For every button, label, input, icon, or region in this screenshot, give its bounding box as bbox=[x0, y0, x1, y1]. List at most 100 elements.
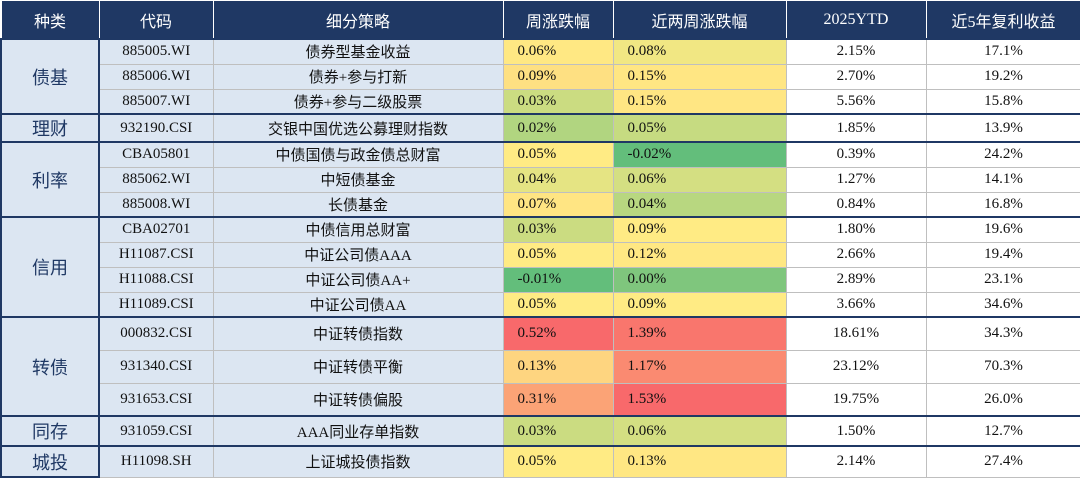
table-row: 885007.WI 债券+参与二级股票 0.03% 0.15% 5.56% 15.8% bbox=[1, 88, 1080, 115]
table-row: 利率 CBA05801 中债国债与政金债总财富 0.05% -0.02% 0.39% 24.… bbox=[0, 141, 1080, 218]
five-year-cell: 12.7% bbox=[925, 415, 1080, 447]
strategy-cell: 中证转债指数 bbox=[212, 316, 504, 351]
table-row: 931653.CSI 中证转债偏股 0.31% 1.53% 19.75% 26.0% bbox=[1, 382, 1080, 417]
ytd-cell: 19.75% bbox=[785, 382, 927, 417]
weekly-change-cell: 0.05% bbox=[502, 141, 614, 168]
category-cell: 利率 bbox=[0, 141, 100, 218]
ytd-cell: 0.39% bbox=[785, 141, 927, 168]
table-row: 885062.WI 中短债基金 0.04% 0.06% 1.27% 14.1% bbox=[1, 166, 1080, 193]
five-year-cell: 19.6% bbox=[925, 216, 1080, 243]
two-week-change-cell: 0.15% bbox=[612, 88, 787, 115]
code-cell: H11087.CSI bbox=[98, 241, 214, 268]
category-cell: 城投 bbox=[0, 445, 100, 478]
ytd-cell: 2.15% bbox=[785, 38, 927, 65]
five-year-cell: 17.1% bbox=[925, 38, 1080, 65]
header-cell: 2025YTD bbox=[785, 0, 927, 40]
header-cell: 代码 bbox=[98, 0, 214, 40]
two-week-change-cell: 0.05% bbox=[612, 113, 787, 143]
five-year-cell: 19.2% bbox=[925, 63, 1080, 90]
ytd-cell: 1.80% bbox=[785, 216, 927, 243]
weekly-change-cell: 0.03% bbox=[502, 216, 614, 243]
five-year-cell: 19.4% bbox=[925, 241, 1080, 268]
two-week-change-cell: 0.06% bbox=[612, 166, 787, 193]
ytd-cell: 0.84% bbox=[785, 191, 927, 218]
two-week-change-cell: 1.17% bbox=[612, 349, 787, 384]
table-row: 885006.WI 债券+参与打新 0.09% 0.15% 2.70% 19.2% bbox=[1, 63, 1080, 90]
table-row: 转债 000832.CSI 中证转债指数 0.52% 1.39% 18.61% 34.3% bbox=[0, 316, 1080, 417]
table-body: 债基 885005.WI 债券型基金收益 0.06% 0.08% 2.15% 17.1% 88… bbox=[0, 38, 1080, 478]
code-cell: CBA05801 bbox=[98, 141, 214, 168]
category-cell: 同存 bbox=[0, 415, 100, 447]
code-cell: 885007.WI bbox=[98, 88, 214, 115]
ytd-cell: 1.50% bbox=[785, 415, 927, 447]
code-cell: H11098.SH bbox=[98, 445, 214, 478]
weekly-change-cell: 0.04% bbox=[502, 166, 614, 193]
two-week-change-cell: -0.02% bbox=[612, 141, 787, 168]
two-week-change-cell: 1.39% bbox=[612, 316, 787, 351]
code-cell: 932190.CSI bbox=[98, 113, 214, 143]
strategy-cell: 中证公司债AA+ bbox=[212, 266, 504, 293]
ytd-cell: 2.89% bbox=[785, 266, 927, 293]
ytd-cell: 1.27% bbox=[785, 166, 927, 193]
weekly-change-cell: 0.31% bbox=[502, 382, 614, 417]
strategy-cell: 中证公司债AA bbox=[212, 291, 504, 318]
category-cell: 理财 bbox=[0, 113, 100, 143]
two-week-change-cell: 0.13% bbox=[612, 445, 787, 478]
code-cell: 885008.WI bbox=[98, 191, 214, 218]
category-cell: 债基 bbox=[0, 38, 100, 115]
five-year-cell: 70.3% bbox=[925, 349, 1080, 384]
code-cell: H11089.CSI bbox=[98, 291, 214, 318]
category-cell: 转债 bbox=[0, 316, 100, 417]
data-table: 种类 代码 细分策略 周涨跌幅 近两周涨跌幅 2025YTD 近5年复利收益 债基 88500… bbox=[0, 0, 1080, 478]
two-week-change-cell: 0.12% bbox=[612, 241, 787, 268]
code-cell: H11088.CSI bbox=[98, 266, 214, 293]
five-year-cell: 27.4% bbox=[925, 445, 1080, 478]
strategy-cell: 中债信用总财富 bbox=[212, 216, 504, 243]
two-week-change-cell: 1.53% bbox=[612, 382, 787, 417]
two-week-change-cell: 0.15% bbox=[612, 63, 787, 90]
five-year-cell: 34.6% bbox=[925, 291, 1080, 318]
strategy-cell: 债券+参与打新 bbox=[212, 63, 504, 90]
header-cell: 近5年复利收益 bbox=[925, 0, 1080, 40]
strategy-cell: 债券+参与二级股票 bbox=[212, 88, 504, 115]
header-row: 种类 代码 细分策略 周涨跌幅 近两周涨跌幅 2025YTD 近5年复利收益 bbox=[0, 0, 1080, 40]
weekly-change-cell: 0.02% bbox=[502, 113, 614, 143]
code-cell: 931340.CSI bbox=[98, 349, 214, 384]
five-year-cell: 24.2% bbox=[925, 141, 1080, 168]
ytd-cell: 23.12% bbox=[785, 349, 927, 384]
five-year-cell: 16.8% bbox=[925, 191, 1080, 218]
five-year-cell: 26.0% bbox=[925, 382, 1080, 417]
five-year-cell: 15.8% bbox=[925, 88, 1080, 115]
weekly-change-cell: 0.05% bbox=[502, 241, 614, 268]
header-cell: 周涨跌幅 bbox=[502, 0, 614, 40]
code-cell: 885005.WI bbox=[98, 38, 214, 65]
table-row: H11089.CSI 中证公司债AA 0.05% 0.09% 3.66% 34.6% bbox=[1, 291, 1080, 318]
ytd-cell: 18.61% bbox=[785, 316, 927, 351]
weekly-change-cell: 0.03% bbox=[502, 88, 614, 115]
header-cell: 细分策略 bbox=[212, 0, 504, 40]
ytd-cell: 2.14% bbox=[785, 445, 927, 478]
table-row: 信用 CBA02701 中债信用总财富 0.03% 0.09% 1.80% 19.6% bbox=[0, 216, 1080, 318]
two-week-change-cell: 0.04% bbox=[612, 191, 787, 218]
strategy-cell: 中短债基金 bbox=[212, 166, 504, 193]
code-cell: 931653.CSI bbox=[98, 382, 214, 417]
ytd-cell: 3.66% bbox=[785, 291, 927, 318]
strategy-cell: 中证转债偏股 bbox=[212, 382, 504, 417]
five-year-cell: 23.1% bbox=[925, 266, 1080, 293]
table-row: 同存 931059.CSI AAA同业存单指数 0.03% 0.06% 1.50% 12.7… bbox=[0, 415, 1080, 447]
table-row: H11087.CSI 中证公司债AAA 0.05% 0.12% 2.66% 19.4% bbox=[1, 241, 1080, 268]
two-week-change-cell: 0.09% bbox=[612, 216, 787, 243]
weekly-change-cell: 0.07% bbox=[502, 191, 614, 218]
code-cell: 000832.CSI bbox=[98, 316, 214, 351]
weekly-change-cell: 0.52% bbox=[502, 316, 614, 351]
category-cell: 信用 bbox=[0, 216, 100, 318]
strategy-cell: 中证转债平衡 bbox=[212, 349, 504, 384]
two-week-change-cell: 0.09% bbox=[612, 291, 787, 318]
weekly-change-cell: 0.06% bbox=[502, 38, 614, 65]
weekly-change-cell: -0.01% bbox=[502, 266, 614, 293]
weekly-change-cell: 0.09% bbox=[502, 63, 614, 90]
two-week-change-cell: 0.06% bbox=[612, 415, 787, 447]
strategy-cell: 中证公司债AAA bbox=[212, 241, 504, 268]
weekly-change-cell: 0.05% bbox=[502, 291, 614, 318]
strategy-cell: 长债基金 bbox=[212, 191, 504, 218]
